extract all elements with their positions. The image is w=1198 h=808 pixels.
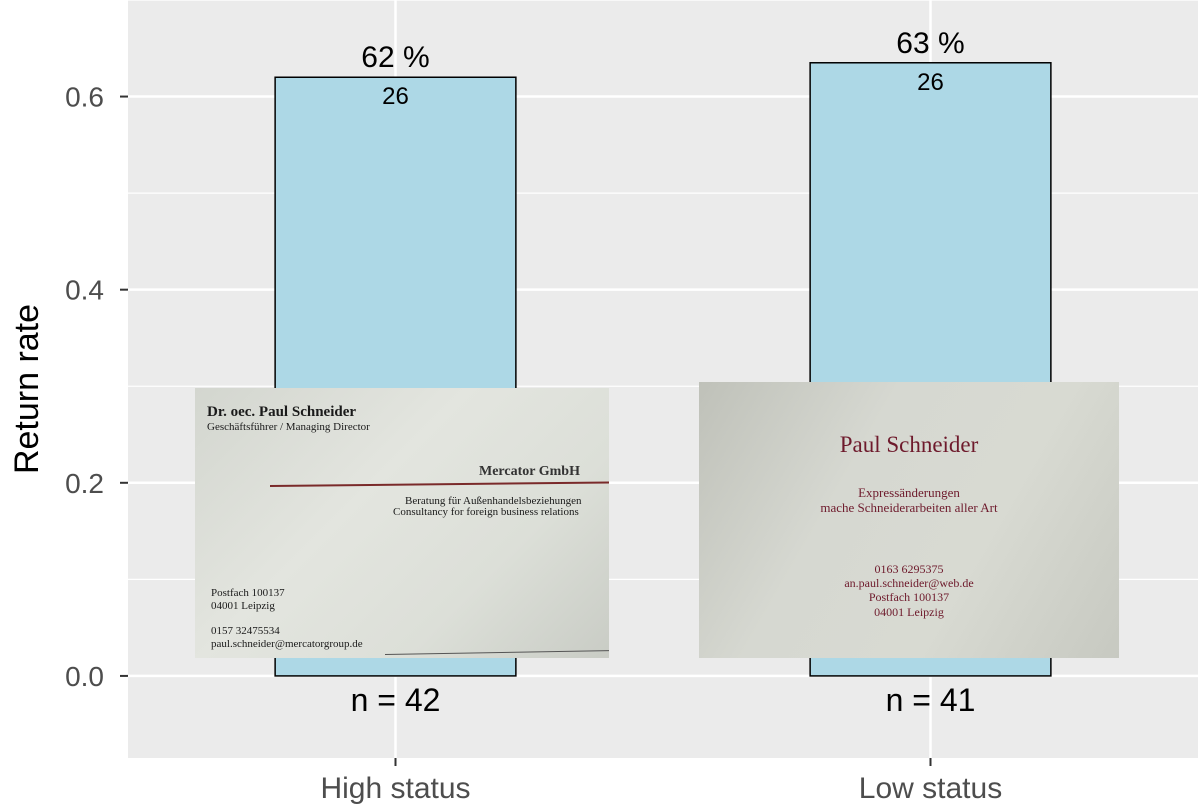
card-company: Mercator GmbH [479,464,580,479]
y-tick-label: 0.0 [65,661,104,692]
count-label: 26 [917,69,944,96]
card-phone: 0157 32475534 [211,625,280,637]
card-address-line-1: Postfach 100137 [211,587,285,599]
card-edge-line [384,649,609,655]
card-phone: 0163 6295375 [874,562,944,576]
y-axis-title: Return rate [8,304,46,474]
x-tick-label: Low status [859,772,1002,805]
low-status-business-card-image: Paul Schneider Expressänderungen mache S… [699,382,1119,658]
card-description-de: Beratung für Außenhandelsbeziehungen [405,495,582,507]
card-role: Geschäftsführer / Managing Director [207,421,370,433]
high-status-business-card-image: Dr. oec. Paul Schneider Geschäftsführer … [195,388,609,658]
card-description-2: mache Schneiderarbeiten aller Art [820,500,998,515]
y-tick-label: 0.6 [65,82,104,113]
card-email: paul.schneider@mercatorgroup.de [211,638,363,650]
n-label: n = 42 [351,682,441,718]
card-divider-line [269,481,609,487]
percent-label: 62 % [361,41,429,74]
x-tick-label: High status [320,772,470,805]
card-name: Paul Schneider [839,432,979,457]
n-label: n = 41 [886,682,976,718]
card-address-line-2: 04001 Leipzig [874,605,944,619]
card-address-line-1: Postfach 100137 [868,590,950,604]
card-description-en: Consultancy for foreign business relatio… [393,506,579,518]
card-name: Dr. oec. Paul Schneider [207,404,357,420]
y-tick-label: 0.4 [65,275,104,306]
count-label: 26 [382,83,409,110]
card-email: an.paul.schneider@web.de [844,576,974,590]
percent-label: 63 % [896,27,964,60]
y-tick-label: 0.2 [65,468,104,499]
card-address-line-2: 04001 Leipzig [211,600,275,612]
card-description-1: Expressänderungen [858,485,960,500]
